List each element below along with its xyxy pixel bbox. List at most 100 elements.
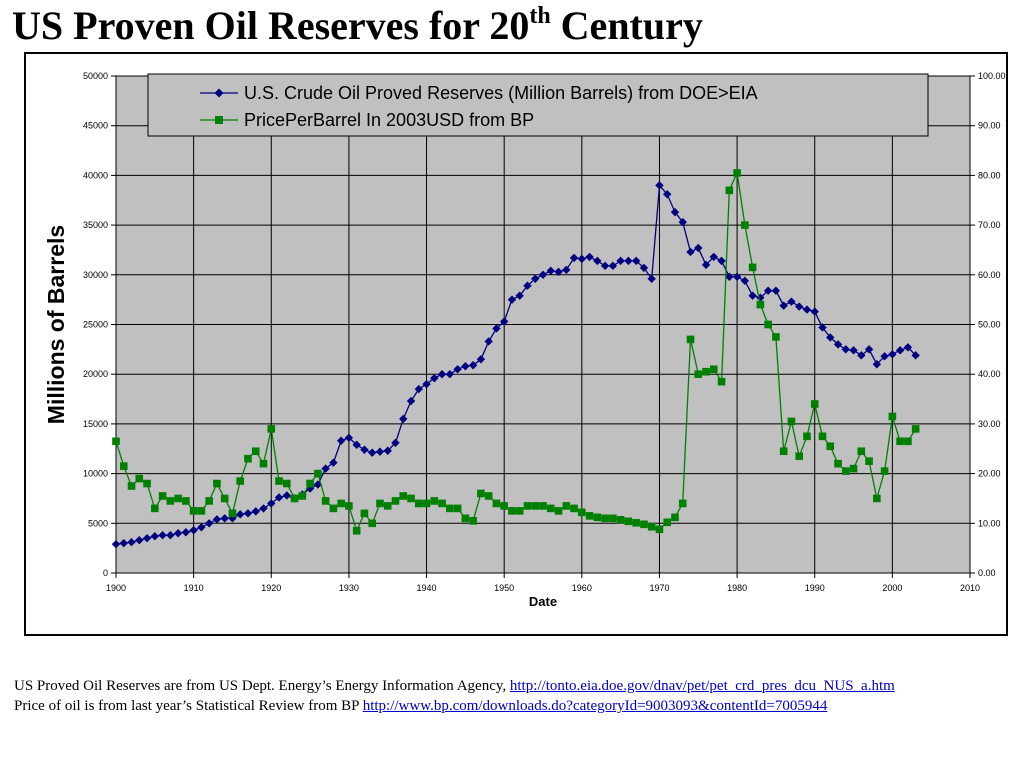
reserves-point (787, 297, 796, 306)
price-point (609, 514, 617, 523)
price-point (911, 425, 920, 433)
legend-marker-square (215, 116, 223, 124)
price-point (539, 502, 547, 510)
price-point (422, 499, 431, 508)
reserves-point (212, 515, 222, 524)
reserves-point (748, 291, 757, 300)
reserves-point (849, 346, 858, 355)
right-y-tick-label: 70.00 (978, 220, 1001, 230)
left-y-tick-label: 25000 (83, 320, 108, 330)
reserves-point (585, 252, 594, 262)
reserves-point (903, 343, 913, 352)
right-y-tick-label: 10.00 (978, 518, 1001, 528)
eia-source-link[interactable]: http://tonto.eia.doe.gov/dnav/pet/pet_cr… (509, 678, 895, 694)
price-point (399, 492, 408, 500)
reserves-point (701, 260, 711, 270)
price-point (632, 519, 640, 527)
reserves-point (515, 291, 524, 300)
x-tick-label: 1980 (727, 583, 747, 593)
price-point (414, 499, 423, 508)
price-point (383, 502, 392, 510)
x-tick-label: 1960 (572, 583, 592, 593)
caption-bp-text: Price of oil is from last year’s Statist… (14, 698, 363, 714)
price-point (477, 489, 485, 498)
legend-label: PricePerBarrel In 2003USD from BP (244, 110, 534, 130)
slide-title-end: Century (550, 3, 703, 48)
price-point (151, 504, 159, 513)
reserves-point (663, 190, 672, 199)
reserves-point (647, 274, 656, 283)
price-point (810, 400, 819, 408)
price-point (663, 518, 672, 527)
left-y-tick-label: 40000 (83, 170, 108, 180)
price-point (112, 437, 120, 446)
price-point (523, 502, 532, 510)
price-point (787, 417, 796, 426)
price-point (174, 494, 182, 503)
caption-line-bp: Price of oil is from last year’s Statist… (14, 696, 1020, 716)
price-point (213, 479, 221, 488)
source-caption: US Proved Oil Reserves are from US Dept.… (14, 676, 1020, 716)
price-point (647, 522, 656, 531)
right-y-tick-label: 40.00 (978, 369, 1001, 379)
reserves-point (872, 360, 882, 369)
price-point (857, 447, 866, 456)
reserves-point (158, 531, 167, 540)
reserves-point (251, 507, 260, 516)
reserves-point (375, 447, 385, 456)
reserves-point (422, 379, 431, 389)
price-point (508, 507, 516, 515)
left-y-tick-label: 45000 (83, 121, 108, 131)
x-tick-label: 1950 (494, 583, 514, 593)
price-point (337, 499, 345, 508)
price-point (562, 502, 571, 510)
y-axis-title: Millions of Barrels (43, 225, 69, 424)
price-point (880, 467, 889, 475)
reserves-point (476, 355, 486, 364)
reserves-point (895, 346, 905, 355)
reserves-point (686, 247, 695, 257)
price-point (143, 479, 151, 488)
x-tick-label: 1970 (649, 583, 669, 593)
price-point (166, 497, 175, 505)
reserves-point (368, 448, 377, 457)
price-point (306, 479, 314, 488)
price-point (546, 504, 555, 513)
price-point (197, 507, 206, 515)
legend-box (147, 73, 929, 137)
reserves-point (531, 274, 540, 283)
reserves-point (616, 256, 625, 266)
reserves-point (740, 276, 750, 285)
bp-source-link[interactable]: http://www.bp.com/downloads.do?categoryI… (362, 698, 828, 714)
reserves-point (352, 440, 361, 449)
slide-title-main: US Proven Oil Reserves for 20 (12, 3, 530, 48)
price-point (360, 509, 369, 518)
price-point (748, 263, 757, 272)
reserves-point (336, 436, 346, 445)
left-y-tick-label: 10000 (83, 469, 108, 479)
reserves-point (321, 464, 330, 473)
reserves-point (911, 351, 920, 360)
x-tick-label: 2000 (882, 583, 902, 593)
price-point (841, 467, 850, 475)
legend-label: U.S. Crude Oil Proved Reserves (Million … (244, 83, 758, 103)
right-y-tick-label: 0.00 (978, 568, 996, 578)
price-point (345, 502, 353, 510)
left-y-tick-label: 30000 (83, 270, 108, 280)
price-point (702, 367, 710, 376)
reserves-point (329, 458, 338, 467)
price-point (500, 502, 508, 510)
price-point (678, 499, 687, 508)
reserves-point (259, 504, 268, 513)
reserves-point (236, 510, 245, 519)
price-point (244, 454, 252, 463)
reserves-point (569, 253, 579, 263)
left-y-tick-label: 35000 (83, 220, 108, 230)
reserves-point (763, 286, 773, 295)
price-point (283, 479, 291, 488)
price-point (601, 514, 609, 523)
price-point (772, 333, 780, 341)
reserves-point (538, 270, 548, 279)
x-tick-label: 1930 (339, 583, 359, 593)
price-point (290, 494, 299, 503)
